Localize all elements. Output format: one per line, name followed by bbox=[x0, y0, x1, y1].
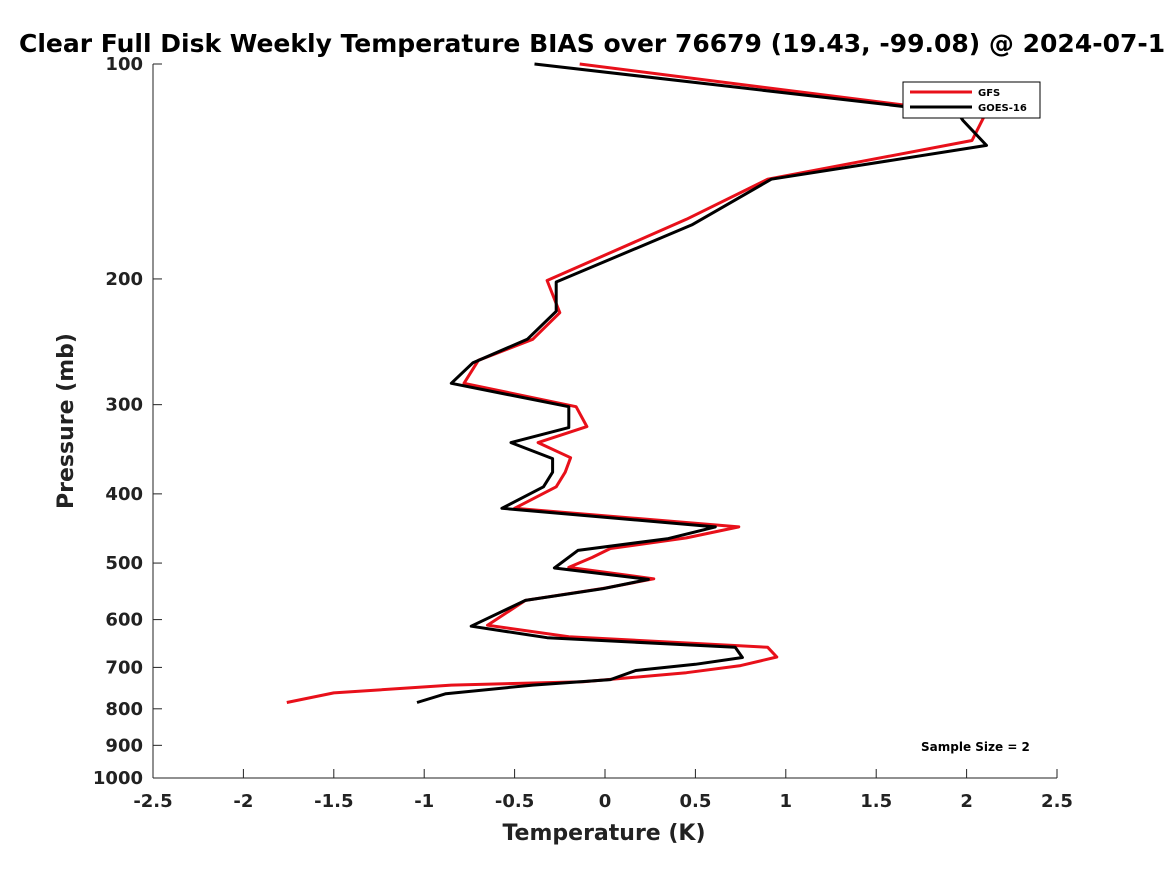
x-tick-label: 1.5 bbox=[860, 791, 892, 812]
x-axis-label: Temperature (K) bbox=[502, 821, 705, 846]
y-tick-label: 800 bbox=[105, 699, 143, 720]
x-tick-label: 0 bbox=[599, 791, 612, 812]
x-tick-label: 0.5 bbox=[679, 791, 711, 812]
y-tick-label: 500 bbox=[105, 553, 143, 574]
y-tick-label: 400 bbox=[105, 484, 143, 505]
axes: -2.5 -2 -1.5 -1 -0.5 0 0.5 1 1.5 2 2.5 100 200 300 400… bbox=[93, 54, 1073, 812]
sample-size-annotation: Sample Size = 2 bbox=[921, 740, 1030, 754]
y-tick-label: 300 bbox=[105, 395, 143, 416]
y-axis-label: Pressure (mb) bbox=[54, 333, 79, 509]
y-tick-label: 100 bbox=[105, 54, 143, 75]
x-tick-label: 1 bbox=[780, 791, 793, 812]
y-tick-label: 900 bbox=[105, 735, 143, 756]
y-tick-label: 1000 bbox=[93, 768, 143, 789]
x-tick-label: -2.5 bbox=[133, 791, 172, 812]
series-line-goes-16 bbox=[416, 62, 988, 704]
x-tick-label: -0.5 bbox=[495, 791, 534, 812]
y-tick-label: 200 bbox=[105, 269, 143, 290]
chart-title: Clear Full Disk Weekly Temperature BIAS … bbox=[19, 29, 1165, 58]
x-tick-label: 2.5 bbox=[1041, 791, 1073, 812]
legend-label-goes-16: GOES-16 bbox=[978, 103, 1027, 114]
x-tick-label: -2 bbox=[233, 791, 253, 812]
legend-label-gfs: GFS bbox=[978, 88, 1000, 99]
x-tick-label: -1.5 bbox=[314, 791, 353, 812]
y-tick-label: 600 bbox=[105, 610, 143, 631]
legend: GFS GOES-16 bbox=[902, 81, 1041, 119]
x-tick-label: 2 bbox=[960, 791, 973, 812]
legend-box bbox=[902, 81, 1041, 119]
x-tick-label: -1 bbox=[414, 791, 434, 812]
series-layer bbox=[286, 62, 988, 704]
y-tick-label: 700 bbox=[105, 657, 143, 678]
